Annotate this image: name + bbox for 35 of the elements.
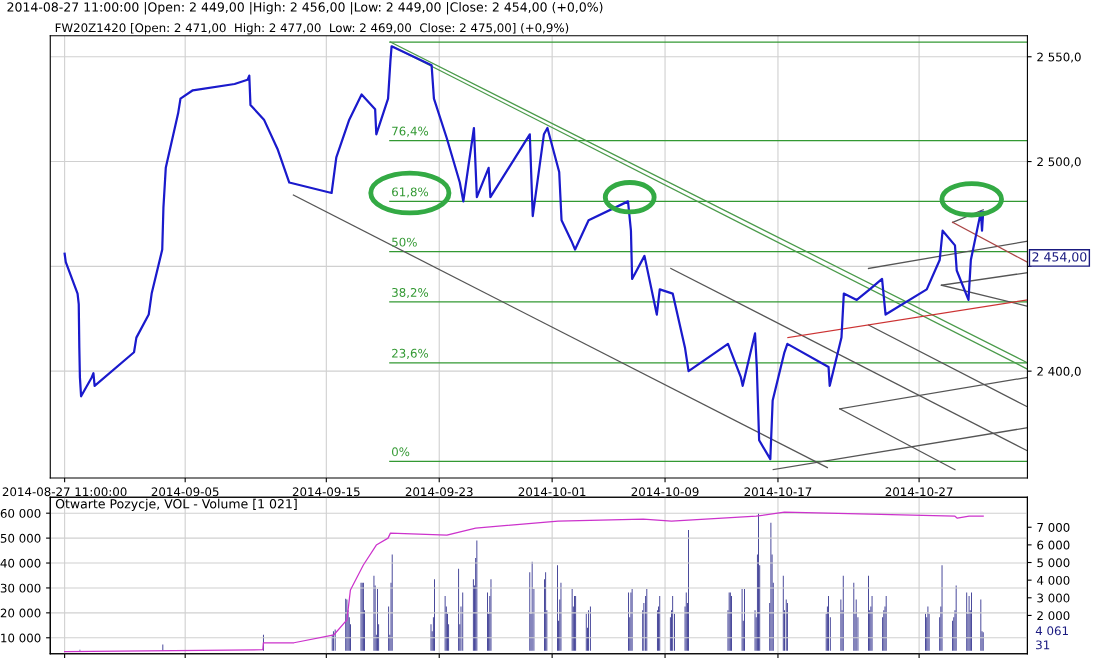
text: 31 — [1036, 640, 1050, 650]
y-tick-label: 2 500,0 — [1037, 157, 1081, 168]
series-label: 50% — [392, 237, 417, 247]
y-tick-label: 2 400,0 — [1037, 366, 1081, 377]
text: 4 061 — [1035, 626, 1068, 636]
x-tick-label: 2014-09-23 — [405, 487, 473, 497]
y2-tick-label: 2 000 — [1037, 611, 1070, 621]
y2-tick-label: 3 000 — [1037, 593, 1070, 603]
chart-subtitle: FW20Z1420 [Open: 2 471,00 High: 2 477,00 Low: 2 469,00 Close: 2 475,00] (+0,9%) — [55, 23, 569, 35]
series-label: 76,4% — [392, 126, 429, 137]
y2-tick-label: 4 000 — [1037, 575, 1070, 585]
y-tick-label: 10 000 — [1, 633, 41, 643]
y-tick-label: 20 000 — [0, 608, 41, 618]
x-tick-label: 2014-08-27 11:00:00 — [2, 487, 127, 497]
y-tick-label: 30 000 — [0, 583, 41, 593]
series-label: 0% — [392, 447, 410, 457]
y-tick-label: 50 000 — [0, 533, 41, 543]
series-label: 61,8% — [392, 187, 429, 198]
y2-tick-label: 5 000 — [1037, 558, 1070, 568]
y-tick-label: 60 000 — [0, 508, 41, 518]
x-tick-label: 2014-09-05 — [151, 487, 219, 497]
x-tick-label: 2014-10-27 — [885, 487, 953, 497]
series-label: 23,6% — [392, 348, 429, 359]
y-tick-label: 40 000 — [0, 558, 41, 568]
annotation: 2 454,00 — [1032, 252, 1087, 263]
chart-title: 2014-08-27 11:00:00 |Open: 2 449,00 |High: 2 456,00 |Low: 2 449,00 |Close: 2 454,00 (+0,0%) — [7, 1, 603, 15]
y-tick-label: 2 550,0 — [1037, 52, 1081, 63]
x-tick-label: 2014-09-15 — [292, 487, 360, 497]
chart-title: Otwarte Pozycje, VOL - Volume [1 021] — [55, 498, 297, 511]
x-tick-label: 2014-10-17 — [744, 487, 812, 497]
series-label: 38,2% — [392, 287, 429, 299]
y2-tick-label: 6 000 — [1037, 540, 1070, 550]
x-tick-label: 2014-10-01 — [518, 487, 586, 497]
y2-tick-label: 7 000 — [1037, 522, 1070, 532]
x-tick-label: 2014-10-09 — [631, 487, 699, 497]
